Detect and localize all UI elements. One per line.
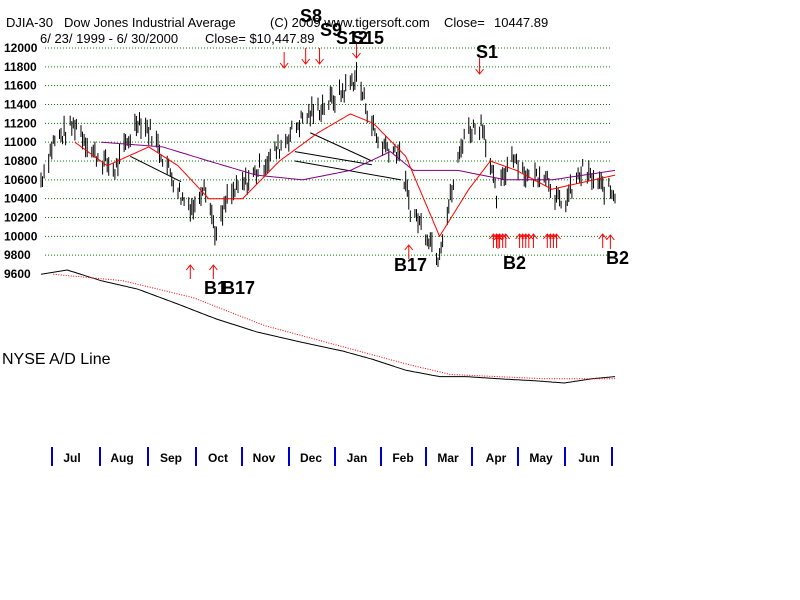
buy-arrow-icon (529, 233, 538, 248)
month-label: Jan (347, 451, 368, 465)
ma-short-path (74, 113, 616, 238)
sell-signal-label: S12 (336, 28, 368, 48)
y-tick-label: 11400 (4, 98, 37, 112)
header-symbol: DJIA-30 (6, 15, 53, 30)
buy-signal-label: B1 (204, 278, 227, 298)
y-tick-label: 11800 (4, 60, 37, 74)
month-label: Apr (486, 451, 507, 465)
buy-arrow-icon (598, 233, 608, 248)
y-tick-label: 11600 (4, 79, 37, 93)
month-label: Feb (392, 451, 413, 465)
sell-arrow-icon (475, 58, 484, 75)
sell-arrow-icon (301, 48, 311, 65)
y-axis-ticks: 9600 9800 10000 10200 10400 10600 10800 11000 11… (4, 41, 38, 281)
month-label: Sep (160, 451, 182, 465)
header-close-line: Close= $10,447.89 (205, 31, 315, 46)
sell-signal-label: S9 (320, 20, 342, 40)
sell-signal-label: S8 (300, 6, 322, 26)
y-tick-label: 10600 (4, 173, 38, 187)
ad-line-path (40, 269, 616, 384)
chart-header: DJIA-30 Dow Jones Industrial Average (C)… (6, 15, 548, 46)
sell-signal-label: S1 (476, 42, 498, 62)
header-close-label: Close= (444, 15, 485, 30)
y-tick-label: 9600 (4, 267, 31, 281)
month-axis: Jul Aug Sep Oct Nov Dec Jan Feb Mar Apr May Jun (51, 447, 613, 466)
trendline (310, 132, 373, 162)
month-label: Jul (63, 451, 80, 465)
sell-arrow-icon (352, 42, 361, 59)
buy-arrow-icon (404, 244, 414, 259)
buy-signal-label: B2 (606, 248, 629, 268)
header-date-range: 6/ 23/ 1999 - 6/ 30/2000 (40, 31, 178, 46)
month-label: Aug (110, 451, 133, 465)
buy-signal-label: B17 (394, 255, 427, 275)
trendline (294, 151, 372, 166)
ma-short-line (74, 113, 616, 238)
month-label: Nov (253, 451, 276, 465)
buy-arrow-icon (552, 233, 561, 248)
y-tick-label: 10200 (4, 211, 38, 225)
month-label: Mar (437, 451, 459, 465)
ma-long-path (100, 141, 616, 181)
header-copyright: (C) 2009 www.tigersoft.com (270, 15, 430, 30)
y-tick-label: 10400 (4, 192, 38, 206)
buy-arrow-icon (493, 234, 503, 249)
month-label: Oct (208, 451, 228, 465)
sell-arrow-icon (315, 48, 324, 65)
ma-long-line (100, 141, 616, 181)
buy-arrow-icon (605, 234, 615, 249)
ad-line-panel (40, 269, 616, 384)
y-tick-label: 11200 (4, 116, 37, 130)
ad-line-label: NYSE A/D Line (2, 351, 111, 368)
price-bars (40, 62, 616, 267)
y-tick-label: 11000 (4, 135, 37, 149)
y-tick-label: 12000 (4, 41, 38, 55)
month-label: Jun (578, 451, 599, 465)
buy-arrow-icon (524, 233, 534, 248)
buy-signal-label: B2 (503, 253, 526, 273)
header-close-value: 10447.89 (494, 15, 548, 30)
buy-arrow-icon (185, 264, 195, 279)
buy-arrow-icon (208, 264, 218, 279)
buy-signal-label: B17 (222, 278, 255, 298)
trendline (130, 155, 182, 183)
month-label: May (529, 451, 553, 465)
header-name: Dow Jones Industrial Average (64, 15, 236, 30)
sell-signal-label: S15 (352, 28, 384, 48)
y-tick-label: 10000 (4, 229, 38, 243)
buy-arrow-icon (501, 233, 511, 248)
sell-arrow-icon (279, 52, 289, 69)
y-tick-label: 10800 (4, 154, 38, 168)
month-label: Dec (300, 451, 322, 465)
y-tick-label: 9800 (4, 248, 31, 262)
